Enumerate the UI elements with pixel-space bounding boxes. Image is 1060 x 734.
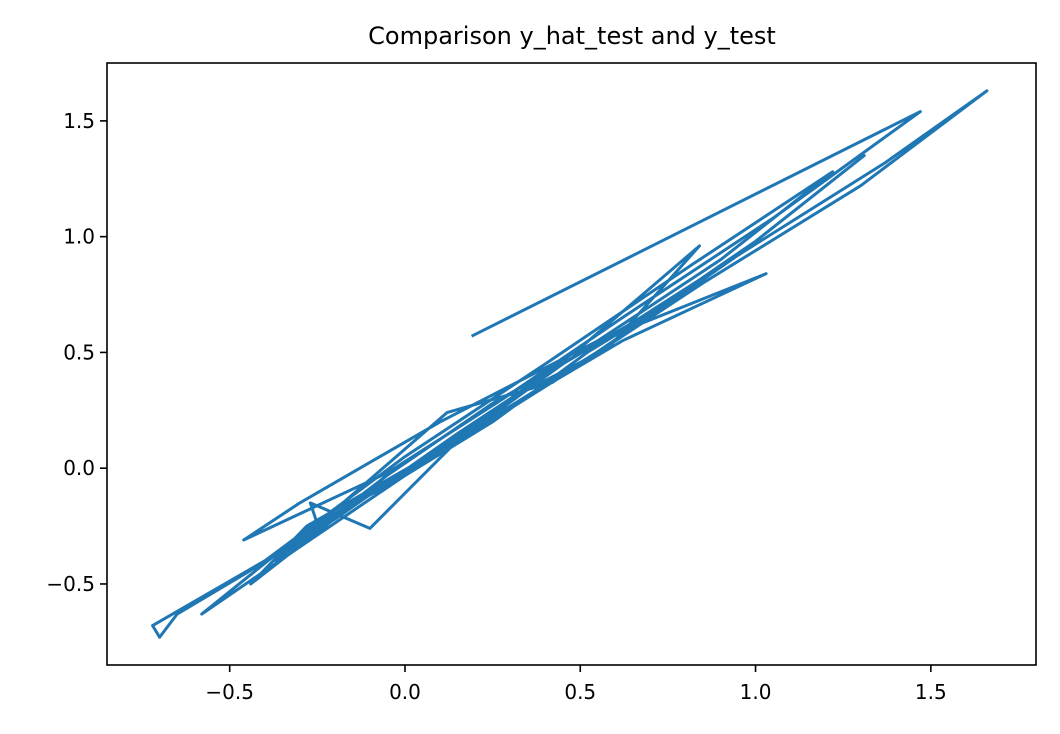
x-tick-label: 1.0	[740, 680, 772, 704]
chart-title: Comparison y_hat_test and y_test	[368, 22, 776, 50]
y-tick-label: 1.5	[63, 109, 95, 133]
y-tick-label: 0.5	[63, 340, 95, 364]
x-tick-label: 0.5	[564, 680, 596, 704]
y-tick-label: 0.0	[63, 456, 95, 480]
series-line-0	[151, 89, 989, 639]
plot-area-frame	[106, 62, 1037, 666]
x-tick-label: 1.5	[915, 680, 947, 704]
x-tick-label: 0.0	[389, 680, 421, 704]
y-tick-label: 1.0	[63, 225, 95, 249]
y-axis-ticks: −0.5 0.0 0.5 1.0 1.5	[46, 109, 107, 596]
x-axis-ticks: −0.5 0.0 0.5 1.0 1.5	[205, 665, 947, 704]
y-tick-label: −0.5	[46, 572, 95, 596]
x-tick-label: −0.5	[205, 680, 254, 704]
series-layer	[151, 89, 989, 639]
